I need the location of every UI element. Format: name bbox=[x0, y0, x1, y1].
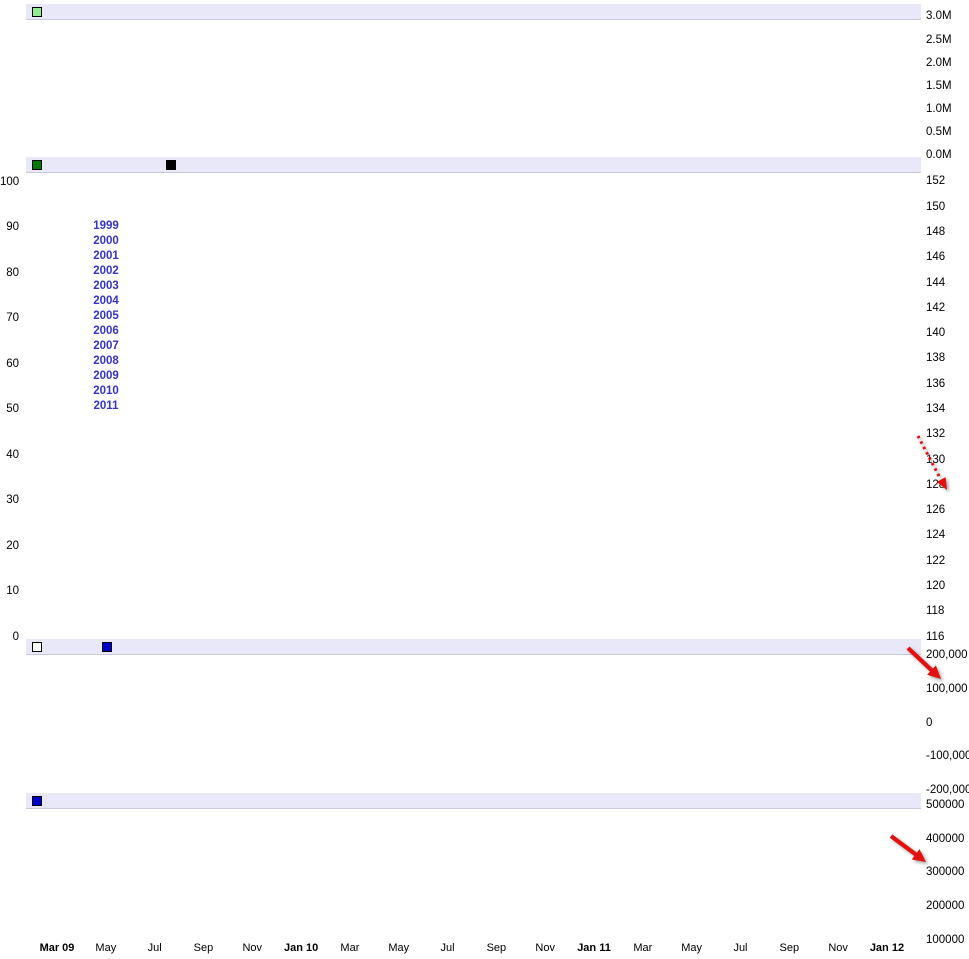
month-axis-label: Sep bbox=[193, 942, 214, 954]
month-axis-label: Jul bbox=[147, 942, 162, 954]
month-axis-label: Nov bbox=[242, 942, 263, 954]
month-axis-label: Sep bbox=[779, 942, 800, 954]
commercials-axis-tick-label: -200,000 bbox=[926, 784, 969, 797]
price-axis-tick-label: 148 bbox=[926, 226, 946, 239]
month-axis-label: Jul bbox=[440, 942, 455, 954]
volume-axis-tick-label: 2.0M bbox=[926, 56, 952, 69]
month-axis-label: Nov bbox=[828, 942, 848, 954]
price-axis-tick-label: 120 bbox=[926, 579, 946, 592]
month-axis-label: Jan 10 bbox=[283, 942, 319, 954]
volume-axis-tick-label: 0.5M bbox=[926, 125, 952, 138]
price-axis-tick-label: 140 bbox=[926, 327, 946, 340]
month-axis-label: May bbox=[681, 942, 703, 954]
seasonal-year-item: 2000 bbox=[93, 235, 119, 247]
cot-axis-tick-label: 200000 bbox=[926, 899, 965, 912]
seasonal-year-item: 2005 bbox=[93, 310, 119, 322]
commercials-date-swatch bbox=[32, 641, 42, 652]
seasonal-axis-tick-label: 80 bbox=[6, 266, 19, 279]
month-axis-label: May bbox=[95, 942, 117, 954]
commercials-legend-swatch bbox=[102, 641, 112, 652]
month-axis-label: Nov bbox=[535, 942, 555, 954]
price-axis-tick-label: 116 bbox=[926, 630, 945, 643]
seasonal-year-item: 2001 bbox=[93, 250, 119, 262]
price-axis-tick-label: 124 bbox=[926, 529, 946, 542]
commercials-axis-tick-label: 0 bbox=[926, 716, 933, 729]
seasonal-year-item: 2004 bbox=[93, 295, 119, 307]
commercials-legend-bar bbox=[26, 639, 921, 655]
seasonal-axis-tick-label: 60 bbox=[6, 357, 19, 370]
seasonal-year-item: 2009 bbox=[93, 370, 119, 382]
month-axis-label: Sep bbox=[486, 942, 507, 954]
commercials-axis-tick-label: 200,000 bbox=[926, 648, 968, 661]
cot-legend-bar bbox=[26, 793, 921, 809]
price-axis-tick-label: 128 bbox=[926, 478, 946, 491]
volume-legend-bar bbox=[26, 4, 921, 20]
cot-legend-swatch bbox=[32, 795, 42, 806]
volume-axis-tick-label: 3.0M bbox=[926, 10, 952, 23]
price-axis-tick-label: 146 bbox=[926, 251, 946, 264]
seasonal-year-item: 2003 bbox=[93, 280, 119, 292]
volume-axis-tick-label: 2.5M bbox=[926, 33, 952, 46]
price-axis-tick-label: 144 bbox=[926, 276, 946, 289]
seasonal-axis-tick-label: 10 bbox=[6, 585, 19, 597]
price-axis-tick-label: 134 bbox=[926, 402, 946, 415]
volume-axis-tick-label: 0.0M bbox=[926, 149, 952, 161]
price-axis-tick-label: 152 bbox=[926, 175, 946, 188]
price-axis-tick-label: 126 bbox=[926, 504, 946, 517]
price-legend-swatch bbox=[32, 159, 42, 170]
seasonal-year-item: 2010 bbox=[93, 385, 119, 397]
price-axis-tick-label: 138 bbox=[926, 352, 946, 365]
month-axis-label: Mar bbox=[340, 942, 360, 954]
seasonal-year-item: 2008 bbox=[93, 355, 119, 367]
cot-axis-tick-label: 400000 bbox=[926, 832, 965, 845]
month-axis-label: Jan 11 bbox=[577, 942, 611, 954]
month-axis-label: Jan 12 bbox=[869, 942, 905, 954]
commercials-axis-tick-label: 100,000 bbox=[926, 682, 968, 695]
seasonal-year-item: 2011 bbox=[93, 400, 119, 412]
month-axis-label: Mar bbox=[633, 942, 653, 954]
price-axis-tick-label: 132 bbox=[926, 428, 946, 441]
volume-axis-tick-label: 1.5M bbox=[926, 79, 952, 92]
seasonal-axis-tick-label: 30 bbox=[6, 494, 19, 506]
seasonal-year-item: 1999 bbox=[93, 220, 119, 232]
price-axis-tick-label: 122 bbox=[926, 554, 946, 567]
price-axis-tick-label: 130 bbox=[926, 453, 946, 466]
price-legend-bar bbox=[26, 157, 921, 173]
cot-axis-tick-label: 300000 bbox=[926, 866, 965, 879]
seasonal-axis-tick-label: 0 bbox=[12, 630, 19, 643]
cot-axis-tick-label: 100000 bbox=[926, 933, 965, 946]
seasonal-axis-tick-label: 50 bbox=[6, 403, 19, 415]
seasonal-year-item: 2007 bbox=[93, 340, 119, 352]
price-axis-tick-label: 142 bbox=[926, 301, 946, 314]
price-axis-tick-label: 118 bbox=[926, 605, 945, 618]
seasonal-legend-swatch bbox=[166, 159, 176, 170]
seasonal-year-item: 2002 bbox=[93, 265, 119, 277]
commercials-axis-tick-label: -100,000 bbox=[926, 750, 969, 763]
seasonal-axis-tick-label: 70 bbox=[6, 312, 19, 324]
seasonal-axis-tick-label: 40 bbox=[6, 448, 19, 461]
cot-axis-tick-label: 500000 bbox=[926, 799, 965, 812]
seasonal-axis-tick-label: 100 bbox=[0, 175, 20, 188]
seasonal-axis-tick-label: 90 bbox=[6, 221, 19, 233]
price-axis-tick-label: 136 bbox=[926, 377, 946, 390]
seasonal-year-item: 2006 bbox=[93, 325, 119, 337]
volume-axis-tick-label: 1.0M bbox=[926, 102, 952, 115]
volume-legend-swatch bbox=[32, 6, 42, 17]
month-axis-label: May bbox=[388, 942, 410, 954]
month-axis-label: Mar 09 bbox=[39, 942, 75, 954]
month-axis-label: Jul bbox=[733, 942, 748, 954]
price-axis-tick-label: 150 bbox=[926, 200, 946, 213]
seasonal-axis-tick-label: 20 bbox=[6, 539, 19, 552]
